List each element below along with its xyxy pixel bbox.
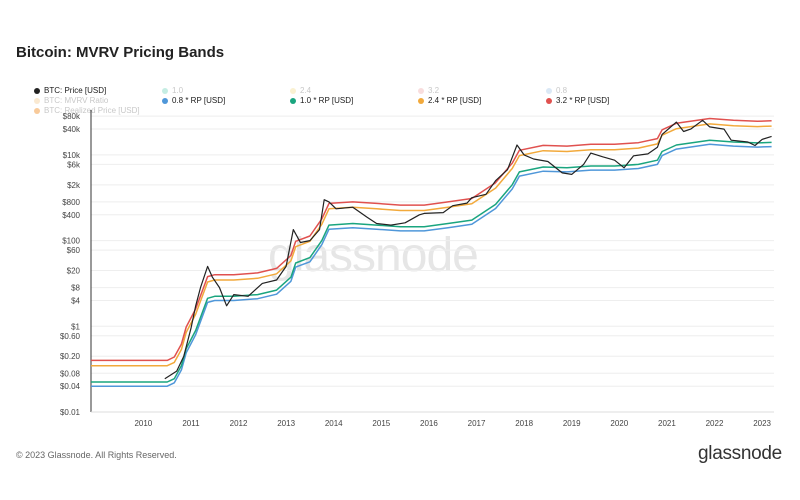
- legend-swatch: [34, 87, 40, 94]
- legend-swatch: [34, 107, 40, 114]
- y-tick-label: $40k: [63, 125, 81, 134]
- legend-label: 2.4: [300, 86, 312, 95]
- x-tick-label: 2016: [420, 419, 438, 428]
- legend-item-2-4-rp[interactable]: 2.4 * RP [USD]: [418, 96, 481, 105]
- x-tick-label: 2014: [325, 419, 343, 428]
- x-tick-label: 2019: [563, 419, 581, 428]
- y-tick-label: $20: [67, 267, 81, 276]
- legend-swatch: [162, 87, 168, 94]
- legend-swatch: [34, 97, 40, 104]
- y-tick-label: $100: [62, 237, 80, 246]
- legend-item-3-2-rp[interactable]: 3.2 * RP [USD]: [546, 96, 609, 105]
- legend-swatch: [162, 97, 168, 104]
- y-tick-label: $80k: [63, 112, 81, 121]
- legend-label: 1.0 * RP [USD]: [300, 96, 354, 105]
- legend-label: 0.8 * RP [USD]: [172, 96, 226, 105]
- legend-item-1-0-rp[interactable]: 1.0 * RP [USD]: [290, 96, 353, 105]
- copyright-text: © 2023 Glassnode. All Rights Reserved.: [16, 450, 177, 460]
- x-tick-label: 2021: [658, 419, 676, 428]
- y-tick-label: $1: [71, 322, 80, 331]
- chart-title: Bitcoin: MVRV Pricing Bands: [16, 44, 225, 61]
- x-tick-label: 2013: [277, 419, 295, 428]
- series-line-2-4x-rp: [91, 123, 772, 367]
- series-line-btc-price: [164, 119, 772, 380]
- x-tick-label: 2011: [182, 419, 200, 428]
- y-tick-label: $8: [71, 284, 80, 293]
- legend-label: 3.2 * RP [USD]: [556, 96, 610, 105]
- legend-swatch: [418, 87, 424, 94]
- legend-label: 0.8: [556, 86, 568, 95]
- chart-legend: BTC: Price [USD] 1.0 2.4 3.2 0.8 BTC: MV…: [34, 86, 634, 116]
- legend-item-0-8-rp[interactable]: 0.8 * RP [USD]: [162, 96, 225, 105]
- series-line-1x-rp: [91, 139, 772, 383]
- legend-item-btc-price[interactable]: BTC: Price [USD]: [34, 86, 106, 95]
- brand-logo: glassnode: [698, 443, 782, 464]
- legend-label: BTC: MVRV Ratio: [44, 96, 109, 105]
- series-line-0-8x-rp: [91, 143, 772, 387]
- x-tick-label: 2022: [706, 419, 724, 428]
- y-tick-label: $0.08: [60, 369, 81, 378]
- legend-swatch: [290, 97, 296, 104]
- legend-swatch: [546, 87, 552, 94]
- x-tick-label: 2017: [468, 419, 486, 428]
- legend-swatch: [290, 87, 296, 94]
- legend-item-2-4[interactable]: 2.4: [290, 86, 311, 95]
- legend-item-3-2[interactable]: 3.2: [418, 86, 439, 95]
- y-tick-label: $60: [67, 246, 81, 255]
- y-tick-label: $0.01: [60, 408, 81, 417]
- legend-label: BTC: Realized Price [USD]: [44, 106, 140, 115]
- y-tick-label: $0.04: [60, 382, 81, 391]
- legend-label: 2.4 * RP [USD]: [428, 96, 482, 105]
- x-tick-label: 2012: [230, 419, 248, 428]
- legend-label: BTC: Price [USD]: [44, 86, 107, 95]
- y-tick-label: $4: [71, 296, 80, 305]
- legend-swatch: [418, 97, 424, 104]
- legend-item-realized-price[interactable]: BTC: Realized Price [USD]: [34, 106, 140, 115]
- y-tick-label: $10k: [63, 151, 81, 160]
- legend-item-1-0[interactable]: 1.0: [162, 86, 183, 95]
- y-tick-label: $6k: [67, 160, 81, 169]
- legend-item-0-8[interactable]: 0.8: [546, 86, 567, 95]
- legend-label: 3.2: [428, 86, 440, 95]
- series-line-3-2x-rp: [91, 117, 772, 362]
- legend-swatch: [546, 97, 552, 104]
- y-tick-label: $0.20: [60, 352, 81, 361]
- x-tick-label: 2018: [515, 419, 533, 428]
- x-tick-label: 2023: [753, 419, 771, 428]
- x-tick-label: 2020: [610, 419, 628, 428]
- y-tick-label: $2k: [67, 181, 81, 190]
- x-tick-label: 2010: [134, 419, 152, 428]
- legend-label: 1.0: [172, 86, 184, 95]
- x-tick-label: 2015: [372, 419, 390, 428]
- y-tick-label: $800: [62, 198, 80, 207]
- legend-item-mvrv-ratio[interactable]: BTC: MVRV Ratio: [34, 96, 108, 105]
- y-tick-label: $400: [62, 211, 80, 220]
- y-tick-label: $0.60: [60, 332, 81, 341]
